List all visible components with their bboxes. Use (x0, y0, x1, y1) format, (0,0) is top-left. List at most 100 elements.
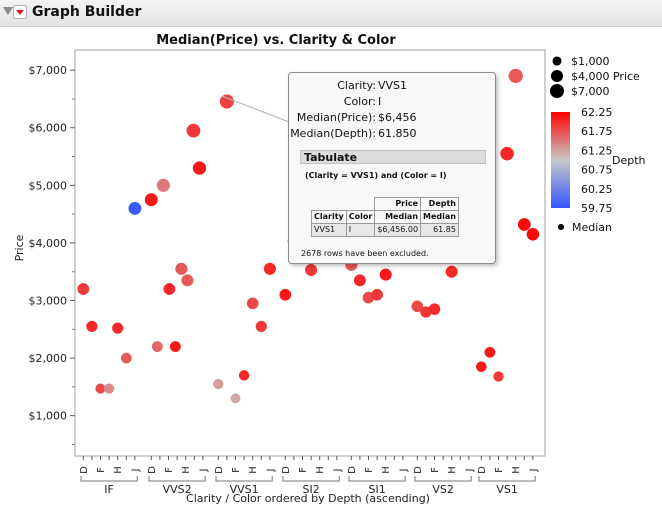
data-point[interactable] (120, 352, 132, 364)
x-color-tick-label: J (198, 469, 209, 473)
data-point[interactable] (151, 341, 163, 353)
median-legend-dot (558, 224, 564, 230)
data-point[interactable] (163, 283, 176, 295)
data-point[interactable] (219, 94, 234, 109)
x-color-tick-label: F (231, 467, 242, 473)
depth-legend-title: Depth (612, 154, 646, 167)
x-color-tick-label: H (315, 466, 326, 474)
excluded-rows-note: 2678 rows have been excluded. (301, 249, 429, 258)
tabulate-stat-depth: Median (420, 210, 459, 224)
tabulate-col-clarity: Clarity (311, 210, 347, 224)
data-point[interactable] (508, 68, 523, 84)
depth-legend-tick-label: 62.25 (581, 106, 613, 119)
size-legend-label: $7,000 (571, 85, 610, 98)
x-color-tick-label: J (130, 469, 141, 473)
x-color-tick-label: F (298, 467, 309, 473)
x-color-tick-label: J (528, 469, 539, 473)
x-group-label: VS1 (496, 483, 518, 496)
data-point[interactable] (445, 265, 458, 278)
depth-legend-tick-label: 59.75 (581, 202, 613, 215)
data-point[interactable] (428, 303, 441, 315)
y-tick-label: $1,000 (29, 410, 68, 423)
tooltip-row-clarity: Clarity: VVS1 (337, 79, 408, 92)
x-color-tick-label: J (398, 469, 409, 473)
data-point[interactable] (95, 383, 106, 394)
tabulate-cell-depth: 61.85 (420, 223, 459, 237)
x-color-tick-label: F (364, 467, 375, 473)
data-point[interactable] (238, 370, 250, 381)
data-point[interactable] (500, 146, 514, 161)
data-point[interactable] (213, 378, 224, 390)
data-point[interactable] (263, 262, 276, 275)
x-color-tick-label: F (494, 467, 505, 473)
data-point[interactable] (475, 361, 487, 373)
data-point[interactable] (371, 288, 384, 301)
depth-legend-tick-label: 61.25 (581, 144, 613, 157)
x-color-tick-label: H (181, 466, 192, 474)
data-point[interactable] (493, 371, 504, 382)
x-group-bracket (282, 476, 340, 482)
graph-builder-header: Graph Builder (0, 0, 662, 27)
data-point[interactable] (86, 320, 98, 333)
data-point[interactable] (175, 262, 188, 275)
data-point[interactable] (305, 263, 318, 277)
x-color-tick-label: H (248, 466, 259, 474)
data-point[interactable] (517, 218, 531, 231)
data-point[interactable] (526, 227, 540, 241)
x-group-label: SI2 (302, 483, 319, 496)
x-color-tick-label: H (511, 466, 522, 474)
x-group-bracket (414, 476, 472, 482)
x-axis-label: Clarity / Color ordered by Depth (ascend… (186, 492, 430, 505)
depth-color-bar (551, 112, 570, 208)
tabulate-table: Price Depth Clarity Color Median Median … (311, 197, 459, 237)
x-color-tick-label: F (430, 467, 441, 473)
y-tick-label: $4,000 (29, 237, 68, 250)
size-legend-dot (550, 84, 564, 98)
x-color-tick-label: D (214, 466, 225, 474)
data-point[interactable] (411, 300, 424, 313)
x-color-tick-label: D (477, 466, 488, 474)
tooltip-row-median-depth: Median(Depth): 61.850 (290, 127, 417, 140)
data-point[interactable] (112, 322, 124, 334)
data-point[interactable] (379, 268, 392, 281)
y-tick-label: $2,000 (29, 352, 68, 365)
data-point[interactable] (192, 161, 207, 175)
x-color-tick-label: D (281, 466, 292, 474)
tooltip-row-median-price: Median(Price): $6,456 (296, 111, 417, 124)
size-legend-label: $1,000 (571, 55, 610, 68)
data-point[interactable] (169, 341, 181, 353)
size-legend-dot (550, 69, 564, 83)
tabulate-col-color: Color (345, 210, 376, 224)
y-tick-label: $6,000 (29, 122, 68, 135)
data-point[interactable] (77, 283, 90, 295)
tabulate-cell-price: $6,456.00 (374, 223, 422, 237)
data-point[interactable] (156, 178, 170, 192)
x-color-tick-label: D (413, 466, 424, 474)
data-point[interactable] (181, 274, 194, 287)
x-group-bracket (80, 476, 138, 482)
data-point[interactable] (186, 123, 201, 138)
tabulate-col-price: Price (374, 197, 422, 211)
data-point[interactable] (353, 274, 366, 287)
data-point[interactable] (230, 393, 241, 404)
data-point[interactable] (484, 346, 496, 358)
tooltip-leader-line (221, 95, 290, 123)
data-point[interactable] (279, 288, 292, 301)
data-point[interactable] (255, 320, 267, 333)
data-point[interactable] (104, 383, 115, 394)
data-point[interactable] (246, 297, 259, 310)
red-triangle-menu-icon[interactable] (13, 5, 27, 19)
data-point[interactable] (128, 201, 142, 215)
x-group-bracket (478, 476, 536, 482)
x-color-tick-label: H (447, 466, 458, 474)
y-tick-label: $5,000 (29, 179, 68, 192)
x-group-bracket (348, 476, 406, 482)
tabulate-where-clause: (Clarity = VVS1) and (Color = I) (305, 171, 447, 180)
app-title: Graph Builder (32, 4, 142, 20)
disclosure-triangle-icon[interactable] (3, 7, 13, 15)
hover-tooltip: Clarity: VVS1 Color: I Median(Price): $6,45… (288, 72, 496, 264)
size-legend-label: $4,000 Price (571, 70, 640, 83)
x-group-label: IF (104, 483, 114, 496)
data-point[interactable] (144, 193, 158, 207)
y-tick-label: $7,000 (29, 64, 68, 77)
